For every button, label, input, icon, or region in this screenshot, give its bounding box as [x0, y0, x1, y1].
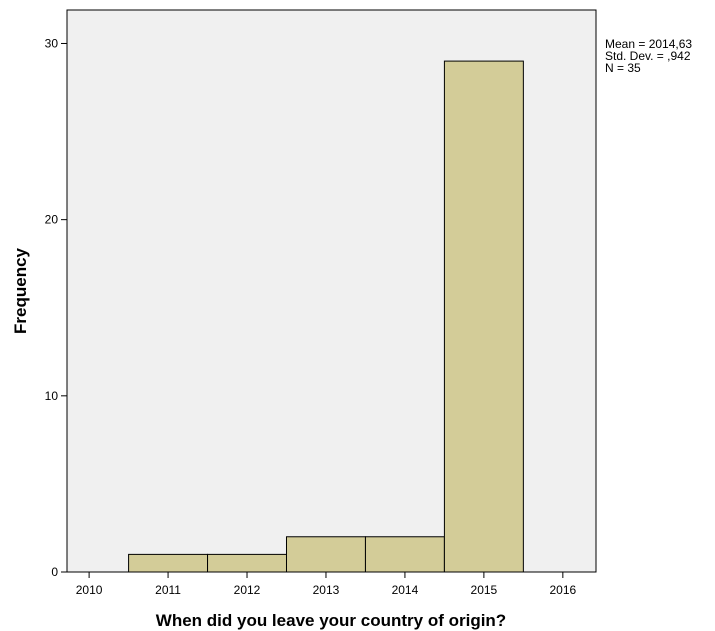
bars-group	[128, 60, 524, 573]
y-tick-label-30: 30	[45, 36, 59, 50]
bar-2015	[443, 60, 524, 573]
y-tick-label-20: 20	[45, 213, 59, 227]
x-tick-label-2013: 2013	[313, 583, 340, 597]
bar-2012	[207, 553, 287, 573]
summary-statistics: Mean = 2014,63 Std. Dev. = ,942 N = 35	[605, 38, 692, 74]
stat-std-dev: Std. Dev. = ,942	[605, 49, 691, 63]
stat-n: N = 35	[605, 61, 641, 75]
bar-2011	[128, 553, 209, 573]
x-tick-label-2010: 2010	[76, 583, 103, 597]
y-tick-label-0: 0	[51, 565, 58, 579]
y-tick-label-10: 10	[45, 389, 59, 403]
x-tick-label-2011: 2011	[155, 583, 181, 597]
bar-2014	[364, 536, 445, 573]
y-axis: 0 10 20 30	[45, 36, 67, 579]
bar-2013	[285, 536, 366, 573]
x-axis-title: When did you leave your country of origi…	[156, 611, 506, 630]
x-tick-label-2015: 2015	[471, 583, 498, 597]
stat-mean: Mean = 2014,63	[605, 37, 693, 51]
y-axis-title: Frequency	[11, 247, 30, 334]
x-tick-label-2016: 2016	[549, 583, 576, 597]
x-tick-label-2012: 2012	[234, 583, 261, 597]
x-tick-label-2014: 2014	[392, 583, 419, 597]
x-axis: 2010 2011 2012 2013 2014 2015 2016	[76, 572, 577, 597]
